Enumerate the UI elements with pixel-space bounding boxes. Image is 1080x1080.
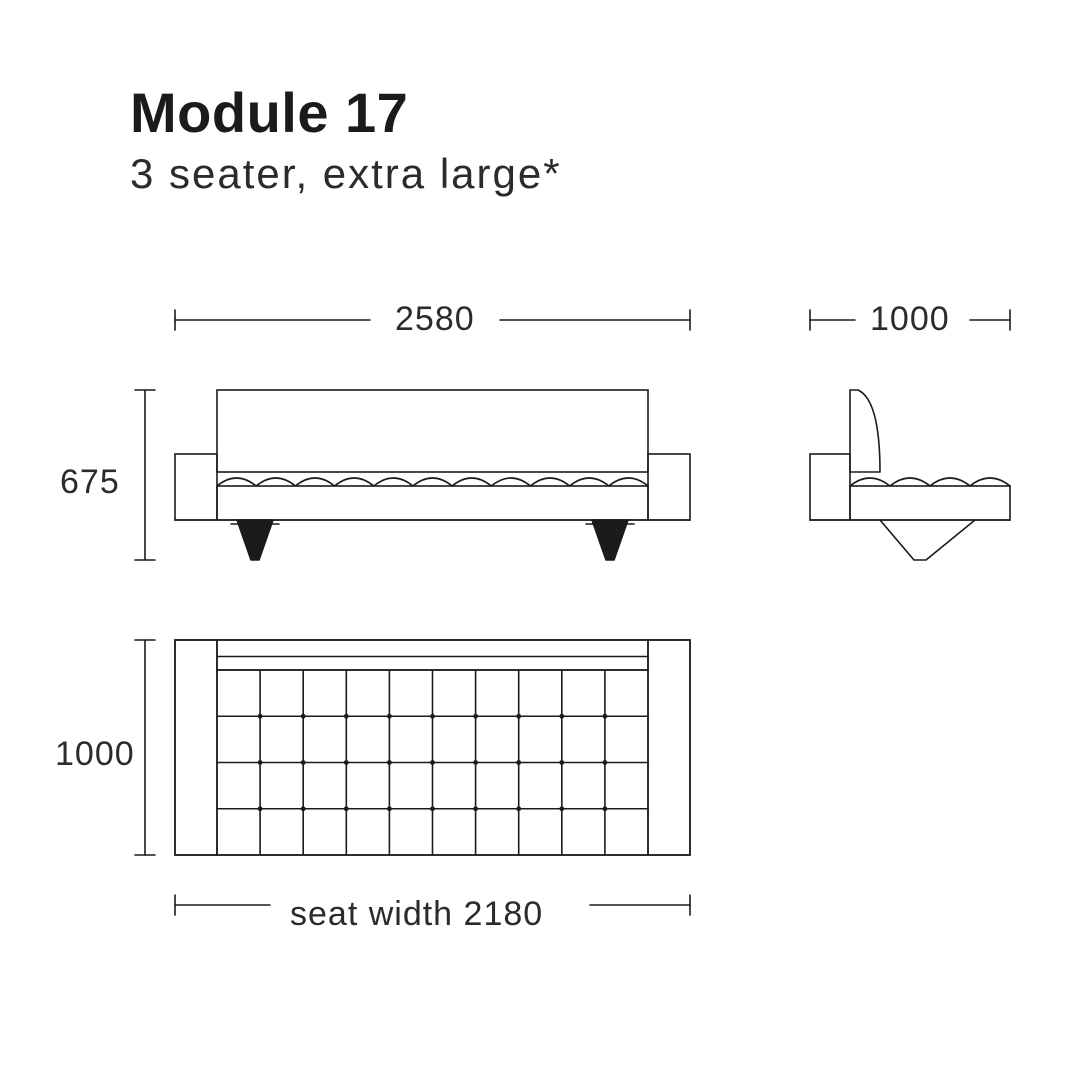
technical-drawing [0, 0, 1080, 1080]
page: Module 17 3 seater, extra large* 2580 10… [0, 0, 1080, 1080]
